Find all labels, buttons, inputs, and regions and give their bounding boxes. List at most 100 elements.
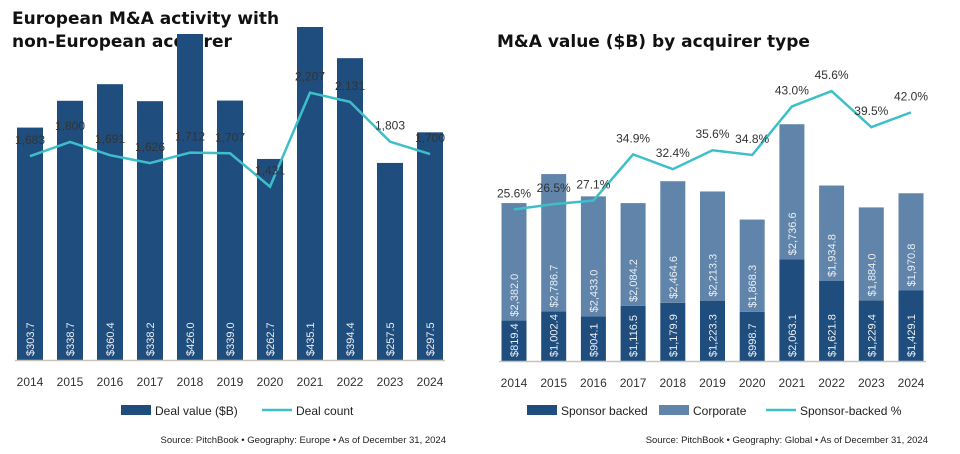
- right-source: Source: PitchBook • Geography: Global • …: [646, 435, 928, 446]
- x-tick-label-2024: 2024: [898, 376, 925, 390]
- right-chart-title: M&A value ($B) by acquirer type: [497, 32, 810, 52]
- bar-label-2023-1: $1,884.0: [866, 254, 878, 297]
- legend-swatch-corporate: [659, 405, 689, 415]
- bar-label-2018-0: $426.0: [185, 322, 197, 356]
- bar-corporate-2022: [819, 185, 845, 281]
- x-tick-label-2022: 2022: [818, 376, 845, 390]
- bar-label-2023-0: $257.5: [385, 322, 397, 356]
- x-tick-label-2016: 2016: [580, 376, 607, 390]
- bar-label-2018-1: $2,464.6: [668, 256, 680, 299]
- x-tick-label-2016: 2016: [97, 375, 124, 389]
- bar-label-2015-1: $2,786.7: [549, 265, 561, 308]
- bar-corporate-2020: [739, 219, 765, 312]
- bar-label-2020-1: $1,868.3: [747, 265, 759, 308]
- bar-label-2022-1: $1,934.8: [827, 234, 839, 277]
- line-data-label-2015: 1,800: [55, 119, 85, 133]
- left-chart-title-line1: European M&A activity with: [12, 9, 279, 29]
- bar-label-2023-0: $1,229.4: [866, 314, 878, 357]
- bar-sponsor-backed-2022: [819, 280, 845, 361]
- bar-deal-value-b--2023: [377, 162, 403, 360]
- bar-corporate-2019: [700, 191, 725, 301]
- line-data-label-2014: 1,683: [15, 133, 45, 147]
- bar-label-2017-1: $2,084.2: [628, 259, 640, 302]
- bar-corporate-2023: [858, 207, 884, 301]
- bar-deal-value-b--2014: [17, 127, 43, 360]
- bar-label-2016-0: $360.4: [105, 322, 117, 356]
- bar-label-2018-0: $1,179.9: [668, 314, 680, 357]
- bar-label-2019-0: $1,223.3: [708, 314, 720, 357]
- line-data-label-2024: 1,700: [415, 131, 445, 145]
- bar-corporate-2017: [620, 203, 646, 306]
- legend-label-corporate: Corporate: [693, 404, 747, 418]
- line-data-label-2024: 42.0%: [894, 89, 928, 103]
- bar-corporate-2021: [779, 124, 805, 260]
- bar-label-2024-1: $1,970.8: [906, 244, 918, 287]
- bar-label-2024-0: $297.5: [425, 322, 437, 356]
- x-tick-label-2023: 2023: [377, 375, 404, 389]
- line-data-label-2016: 27.1%: [576, 178, 610, 192]
- bar-label-2022-0: $394.4: [345, 322, 357, 356]
- bar-deal-value-b--2022: [337, 58, 363, 360]
- line-data-label-2020: 34.8%: [735, 132, 769, 146]
- line-data-label-2017: 1,626: [135, 140, 165, 154]
- line-data-label-2014: 25.6%: [497, 186, 531, 200]
- x-tick-label-2018: 2018: [659, 376, 686, 390]
- bar-label-2021-1: $2,736.6: [787, 212, 799, 255]
- line-data-label-2023: 1,803: [375, 119, 405, 133]
- bar-sponsor-backed-2017: [620, 305, 646, 361]
- line-data-label-2020: 1,431: [255, 164, 285, 178]
- left-source: Source: PitchBook • Geography: Europe • …: [161, 435, 446, 446]
- bar-sponsor-backed-2018: [660, 302, 686, 361]
- bar-deal-value-b--2019: [217, 100, 243, 361]
- bar-deal-value-b--2015: [57, 100, 83, 360]
- bar-deal-value-b--2020: [257, 158, 283, 360]
- bar-label-2016-1: $2,433.0: [588, 270, 600, 313]
- bar-deal-value-b--2016: [97, 84, 123, 361]
- legend-label-sponsor-backed: Sponsor backed: [561, 404, 648, 418]
- bar-corporate-2024: [898, 193, 924, 291]
- x-tick-label-2023: 2023: [858, 376, 885, 390]
- x-tick-label-2015: 2015: [540, 376, 567, 390]
- x-tick-label-2019: 2019: [217, 375, 244, 389]
- bar-sponsor-backed-2024: [898, 290, 924, 361]
- bar-label-2014-1: $2,382.0: [509, 274, 521, 317]
- line-data-label-2015: 26.5%: [537, 181, 571, 195]
- bar-sponsor-backed-2016: [580, 316, 606, 361]
- x-tick-label-2024: 2024: [417, 375, 444, 389]
- line-data-label-2021: 2,207: [295, 70, 325, 84]
- x-tick-label-2019: 2019: [699, 376, 726, 390]
- bar-sponsor-backed-2014: [501, 320, 527, 361]
- line-data-label-2022: 45.6%: [815, 68, 849, 82]
- legend-label-deal-value: Deal value ($B): [155, 404, 238, 418]
- bar-corporate-2015: [541, 174, 567, 312]
- bar-sponsor-backed-2021: [779, 259, 805, 361]
- bar-corporate-2018: [660, 181, 686, 303]
- line-data-label-2017: 34.9%: [616, 131, 650, 145]
- line-data-label-2019: 35.6%: [695, 127, 729, 141]
- bar-sponsor-backed-2015: [541, 311, 567, 361]
- x-tick-label-2017: 2017: [137, 375, 164, 389]
- bar-label-2015-0: $338.7: [65, 322, 77, 356]
- bar-label-2020-0: $262.7: [265, 322, 277, 356]
- x-tick-label-2021: 2021: [297, 375, 324, 389]
- bar-label-2020-0: $998.7: [747, 323, 759, 357]
- bar-label-2016-0: $904.1: [588, 323, 600, 357]
- x-tick-label-2021: 2021: [779, 376, 806, 390]
- bar-sponsor-backed-2020: [739, 311, 765, 361]
- line-data-label-2023: 39.5%: [854, 104, 888, 118]
- x-tick-label-2018: 2018: [177, 375, 204, 389]
- legend-swatch-deal-value: [121, 405, 151, 415]
- line-data-label-2021: 43.0%: [775, 83, 809, 97]
- bar-sponsor-backed-2023: [858, 300, 884, 361]
- bar-corporate-2016: [580, 196, 606, 317]
- x-tick-label-2014: 2014: [17, 375, 44, 389]
- line-data-label-2018: 32.4%: [656, 146, 690, 160]
- x-tick-label-2022: 2022: [337, 375, 364, 389]
- bar-label-2021-0: $2,063.1: [787, 314, 799, 357]
- x-tick-label-2020: 2020: [257, 375, 284, 389]
- line-data-label-2022: 2,131: [335, 79, 365, 93]
- bar-label-2022-0: $1,621.8: [827, 314, 839, 357]
- line-data-label-2019: 1,707: [215, 130, 245, 144]
- left-chart: $303.7 2014 $338.7 2015 $360.4 2016 $338.2 2017…: [15, 27, 445, 389]
